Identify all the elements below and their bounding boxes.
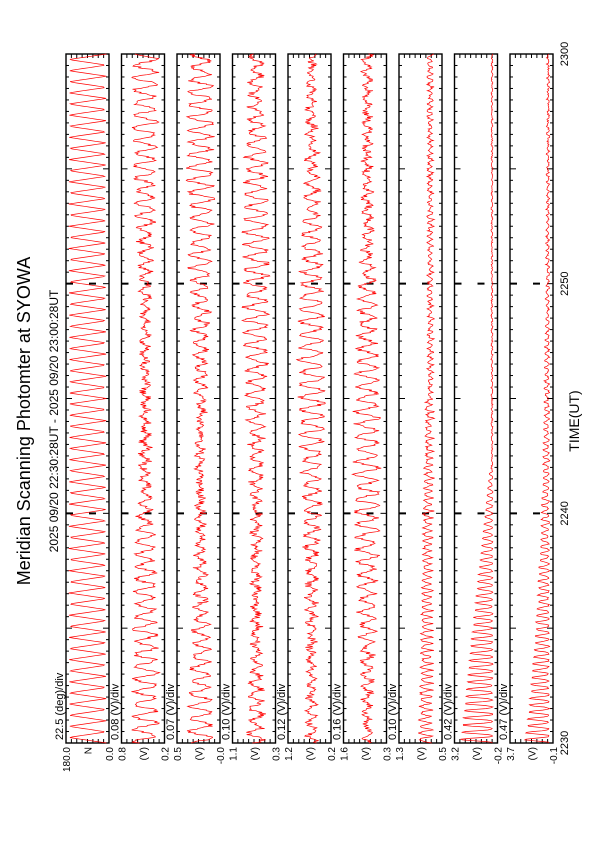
scale-label: 0.16 (V)/div xyxy=(332,683,344,740)
panel-4: 1.1 0.3 (V) 0.10 (V)/div xyxy=(221,53,283,761)
panel-frame xyxy=(120,53,166,744)
y-tick-label-bottom: -0.1 xyxy=(549,747,560,765)
scale-label: 0.47 (V)/div xyxy=(498,683,510,740)
series-line xyxy=(351,53,382,744)
series-line xyxy=(241,53,271,744)
y-tick-label-top: 3.2 xyxy=(451,747,462,761)
y-axis-label: N xyxy=(84,747,95,754)
panel-frame xyxy=(509,53,554,744)
scale-label: 0.42 (V)/div xyxy=(443,683,455,740)
panel-frame xyxy=(342,53,388,744)
y-tick-label-top: 0.5 xyxy=(173,747,184,761)
panel-9: 3.7 -0.1 (V) 0.47 (V)/div xyxy=(498,53,560,765)
series-line xyxy=(460,53,494,744)
panel-2: 0.8 0.2 (V) 0.08 (V)/div xyxy=(110,53,172,761)
x-tick-label: 2240 xyxy=(559,501,571,525)
x-axis-label: TIME(UT) xyxy=(566,390,582,451)
series-line xyxy=(417,53,436,744)
y-axis-label: (V) xyxy=(250,747,261,760)
y-axis-label: (V) xyxy=(139,747,150,760)
y-axis-label: (V) xyxy=(417,747,428,760)
y-tick-label-bottom: -0.2 xyxy=(494,747,505,765)
chart-subtitle: 2025 09/20 22:30:28UT - 2025 09/20 23:00… xyxy=(47,289,61,552)
y-tick-label-top: 1.2 xyxy=(284,747,295,761)
panel-5: 1.2 0.2 (V) 0.12 (V)/div xyxy=(276,53,338,761)
y-tick-label-top: 1.1 xyxy=(229,747,240,761)
x-tick-label: 2250 xyxy=(559,271,571,295)
y-axis-label: (V) xyxy=(195,747,206,760)
y-tick-label-top: 0.8 xyxy=(118,747,129,761)
panel-3: 0.5 -0.0 (V) 0.07 (V)/div xyxy=(165,53,227,765)
panel-frame xyxy=(231,53,277,744)
y-tick-label-bottom: 0.3 xyxy=(272,747,283,761)
y-axis-label: (V) xyxy=(306,747,317,760)
y-tick-label-bottom: 0.2 xyxy=(161,747,172,761)
y-tick-label-bottom: 0.0 xyxy=(105,747,116,761)
scale-label: 0.07 (V)/div xyxy=(165,683,177,740)
x-tick-label: 2230 xyxy=(559,731,571,755)
panel-6: 1.6 0.3 (V) 0.16 (V)/div xyxy=(332,53,394,761)
scale-label: 22.5 (deg)/div xyxy=(54,672,66,740)
x-tick-label: 2300 xyxy=(559,42,571,66)
scale-label: 0.08 (V)/div xyxy=(110,683,122,740)
series-line xyxy=(185,53,216,744)
y-tick-label-top: 1.6 xyxy=(340,747,351,761)
panel-8: 3.2 -0.2 (V) 0.42 (V)/div xyxy=(443,53,505,765)
series-line xyxy=(68,53,107,744)
series-line xyxy=(131,53,161,744)
y-tick-label-top: 1.3 xyxy=(395,747,406,761)
panel-frame xyxy=(65,53,110,744)
y-tick-label-bottom: 0.3 xyxy=(383,747,394,761)
y-tick-label-top: 180.0 xyxy=(62,747,73,772)
series-line xyxy=(295,53,326,744)
y-tick-label-bottom: -0.0 xyxy=(216,747,227,765)
y-tick-label-bottom: 0.2 xyxy=(327,747,338,761)
y-axis-label: (V) xyxy=(528,747,539,760)
chart-title: Meridian Scanning Photomter at SYOWA xyxy=(14,257,34,585)
y-tick-label-bottom: 0.5 xyxy=(438,747,449,761)
scale-label: 0.10 (V)/div xyxy=(221,683,233,740)
scale-label: 0.10 (V)/div xyxy=(387,683,399,740)
scale-label: 0.12 (V)/div xyxy=(276,683,288,740)
panel-1: 180.0 0.0 N 22.5 (deg)/div xyxy=(54,53,116,772)
y-axis-label: (V) xyxy=(472,747,483,760)
y-axis-label: (V) xyxy=(361,747,372,760)
y-tick-label-top: 3.7 xyxy=(506,747,517,761)
panel-7: 1.3 0.5 (V) 0.10 (V)/div xyxy=(387,53,449,761)
series-line xyxy=(523,53,551,744)
panels: 180.0 0.0 N 22.5 (deg)/div 0.8 0.2 (V) 0.08 (V)… xyxy=(54,42,571,772)
